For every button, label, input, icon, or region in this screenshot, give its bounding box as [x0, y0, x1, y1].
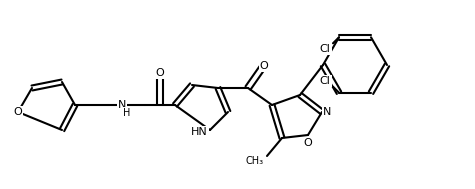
Text: CH₃: CH₃: [246, 156, 264, 166]
Text: O: O: [260, 61, 268, 71]
Text: O: O: [304, 138, 313, 148]
Text: Cl: Cl: [320, 76, 331, 86]
Text: Cl: Cl: [320, 44, 331, 54]
Text: N: N: [323, 107, 331, 117]
Text: O: O: [156, 68, 164, 78]
Text: N: N: [118, 100, 126, 110]
Text: HN: HN: [191, 127, 208, 137]
Text: H: H: [124, 108, 131, 118]
Text: O: O: [14, 107, 22, 117]
